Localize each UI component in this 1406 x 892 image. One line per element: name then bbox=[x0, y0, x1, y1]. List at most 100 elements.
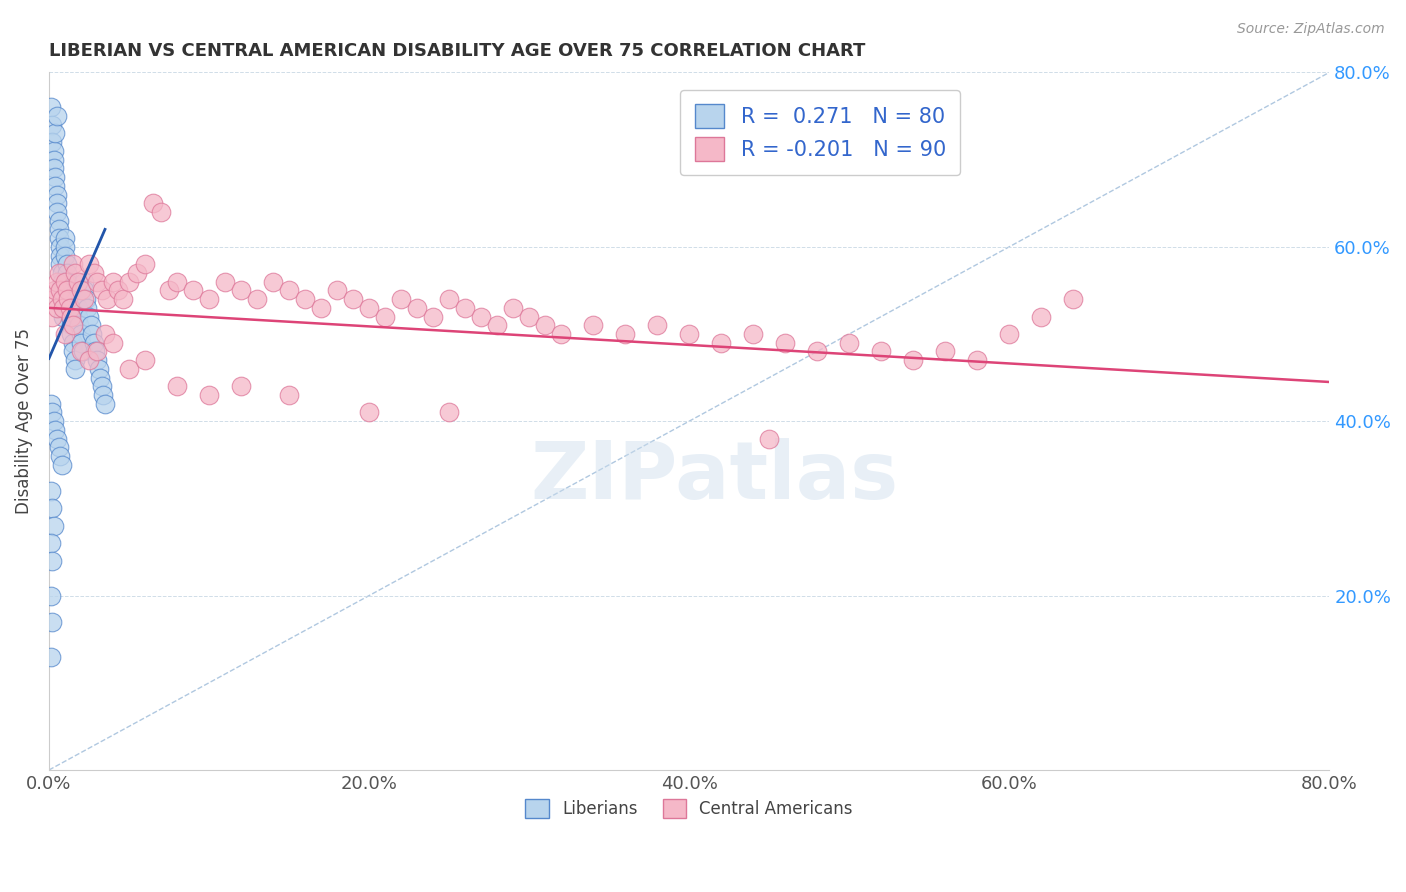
Point bbox=[65, 292, 87, 306]
Point bbox=[773, 335, 796, 350]
Point bbox=[422, 310, 444, 324]
Point bbox=[52, 301, 75, 315]
Point bbox=[46, 109, 69, 123]
Point bbox=[246, 292, 269, 306]
Point bbox=[48, 266, 70, 280]
Point bbox=[42, 519, 65, 533]
Point bbox=[39, 483, 62, 498]
Point bbox=[198, 388, 221, 402]
Point bbox=[44, 178, 66, 193]
Point bbox=[41, 118, 63, 132]
Point bbox=[678, 326, 700, 341]
Point bbox=[46, 196, 69, 211]
Point bbox=[1062, 292, 1084, 306]
Point bbox=[93, 388, 115, 402]
Point bbox=[39, 536, 62, 550]
Point bbox=[96, 292, 118, 306]
Point bbox=[309, 301, 332, 315]
Point bbox=[94, 397, 117, 411]
Point bbox=[614, 326, 637, 341]
Point bbox=[73, 284, 96, 298]
Point bbox=[710, 335, 733, 350]
Point bbox=[59, 301, 82, 315]
Point bbox=[42, 292, 65, 306]
Point bbox=[86, 353, 108, 368]
Point bbox=[90, 284, 112, 298]
Point bbox=[70, 344, 93, 359]
Point bbox=[758, 432, 780, 446]
Point bbox=[39, 589, 62, 603]
Point bbox=[517, 310, 540, 324]
Point bbox=[55, 257, 77, 271]
Point bbox=[56, 284, 79, 298]
Point bbox=[550, 326, 572, 341]
Point bbox=[118, 362, 141, 376]
Point bbox=[44, 127, 66, 141]
Point bbox=[454, 301, 477, 315]
Point bbox=[52, 292, 75, 306]
Point bbox=[278, 388, 301, 402]
Point bbox=[49, 248, 72, 262]
Point bbox=[42, 161, 65, 176]
Point bbox=[53, 240, 76, 254]
Point bbox=[582, 318, 605, 333]
Point bbox=[389, 292, 412, 306]
Point bbox=[214, 275, 236, 289]
Point bbox=[41, 554, 63, 568]
Point bbox=[72, 344, 94, 359]
Point bbox=[39, 649, 62, 664]
Point bbox=[48, 231, 70, 245]
Point bbox=[838, 335, 860, 350]
Point bbox=[998, 326, 1021, 341]
Y-axis label: Disability Age Over 75: Disability Age Over 75 bbox=[15, 328, 32, 514]
Point bbox=[101, 335, 124, 350]
Point bbox=[86, 344, 108, 359]
Point bbox=[56, 292, 79, 306]
Point bbox=[56, 292, 79, 306]
Point bbox=[60, 326, 83, 341]
Point bbox=[142, 196, 165, 211]
Point bbox=[41, 501, 63, 516]
Point bbox=[46, 187, 69, 202]
Point bbox=[934, 344, 956, 359]
Point bbox=[79, 318, 101, 333]
Text: ZIPatlas: ZIPatlas bbox=[530, 438, 898, 516]
Point bbox=[229, 284, 252, 298]
Point bbox=[62, 344, 84, 359]
Point bbox=[73, 275, 96, 289]
Point bbox=[49, 257, 72, 271]
Point bbox=[83, 266, 105, 280]
Point bbox=[77, 310, 100, 324]
Point bbox=[62, 318, 84, 333]
Point bbox=[134, 353, 156, 368]
Point bbox=[470, 310, 492, 324]
Point bbox=[134, 257, 156, 271]
Point bbox=[62, 257, 84, 271]
Point bbox=[53, 326, 76, 341]
Point bbox=[157, 284, 180, 298]
Legend: Liberians, Central Americans: Liberians, Central Americans bbox=[519, 792, 859, 824]
Point bbox=[502, 301, 524, 315]
Text: Source: ZipAtlas.com: Source: ZipAtlas.com bbox=[1237, 22, 1385, 37]
Point bbox=[66, 301, 89, 315]
Point bbox=[51, 266, 73, 280]
Point bbox=[111, 292, 134, 306]
Point bbox=[53, 248, 76, 262]
Point bbox=[294, 292, 316, 306]
Point bbox=[374, 310, 396, 324]
Point bbox=[59, 301, 82, 315]
Point bbox=[39, 100, 62, 114]
Point bbox=[55, 275, 77, 289]
Point bbox=[437, 292, 460, 306]
Point bbox=[94, 326, 117, 341]
Point bbox=[645, 318, 668, 333]
Point bbox=[342, 292, 364, 306]
Point bbox=[46, 205, 69, 219]
Point bbox=[41, 135, 63, 149]
Point bbox=[437, 405, 460, 419]
Point bbox=[357, 405, 380, 419]
Point bbox=[60, 318, 83, 333]
Point bbox=[60, 310, 83, 324]
Point bbox=[125, 266, 148, 280]
Point bbox=[63, 362, 86, 376]
